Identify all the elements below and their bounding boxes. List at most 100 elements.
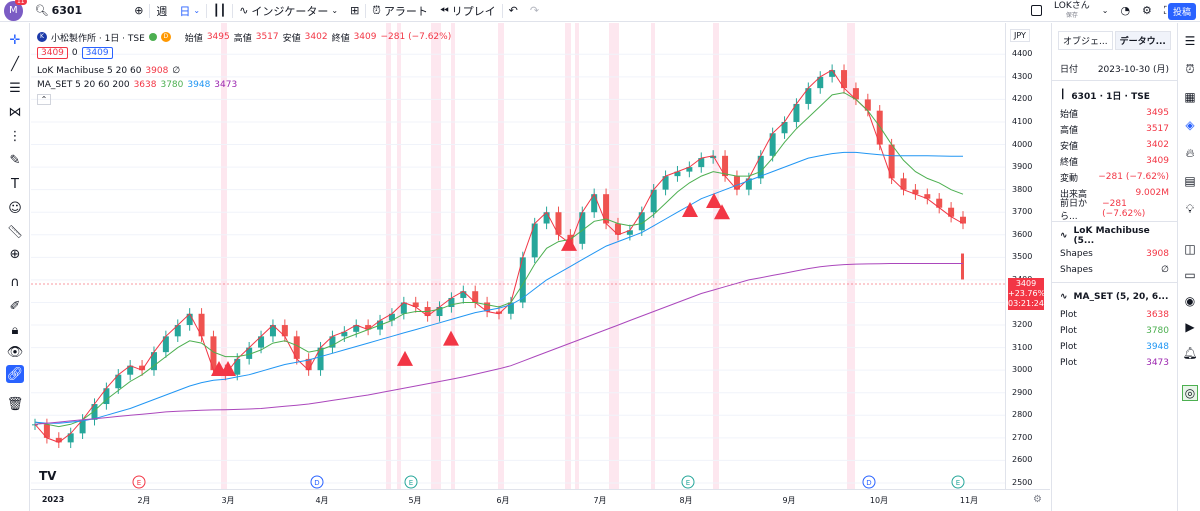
layout-checkbox[interactable] xyxy=(1025,0,1048,22)
add-compare-button[interactable]: ⊕ xyxy=(128,0,149,22)
chart-pane[interactable]: E D E E D E TV xyxy=(31,23,1005,489)
price-tick: 2900 xyxy=(1012,387,1033,397)
user-logo[interactable]: M 11 xyxy=(4,0,27,21)
brush-icon[interactable]: ✎ xyxy=(9,152,21,168)
crosshair-icon[interactable]: ✛ xyxy=(9,32,21,48)
tab-data-window[interactable]: データウ... xyxy=(1114,31,1171,50)
currency-selector[interactable]: JPY xyxy=(1010,29,1030,42)
high-label: 高値 xyxy=(233,33,252,44)
trendline-icon[interactable]: ╱ xyxy=(11,56,19,72)
screener-icon[interactable]: ▭ xyxy=(1184,268,1196,282)
ruler-icon[interactable]: 📏︎ xyxy=(6,224,24,240)
time-axis[interactable]: ⚙ 2023 2月 3月 4月 5月 6月 7月 8月 9月 10月 11月 xyxy=(31,489,1050,511)
signal-shapes xyxy=(211,192,730,377)
replay-button[interactable]: ⏪︎ リプレイ xyxy=(434,0,502,22)
stream-icon[interactable]: ◉ xyxy=(1184,294,1196,308)
candle-body xyxy=(757,155,764,179)
chevron-down-icon: ⌄ xyxy=(331,6,339,15)
undo-button[interactable]: ↶ xyxy=(503,0,524,22)
layouts-button[interactable]: ⊞ xyxy=(344,0,365,22)
axis-settings-icon[interactable]: ⚙ xyxy=(1033,494,1042,505)
lock-drawing-icon[interactable]: ✐ xyxy=(9,298,21,314)
publish-button[interactable]: 投稿 xyxy=(1167,3,1196,20)
quick-search-button[interactable]: ◔ xyxy=(1114,0,1136,22)
ideas-icon[interactable]: 💡︎ xyxy=(1185,201,1195,216)
indicator2-name[interactable]: MA_SET 5 20 60 200 xyxy=(37,80,130,90)
prediction-icon[interactable]: ⋮ xyxy=(8,128,22,144)
candle-body xyxy=(234,358,241,375)
trash-icon[interactable]: 🗑︎ xyxy=(6,396,24,412)
emoji-icon[interactable]: ☺ xyxy=(8,200,22,216)
link-icon[interactable]: 🔗︎ xyxy=(6,365,24,383)
price-axis[interactable]: JPY 4400 4300 4200 4100 4000 3900 3800 3700 3600… xyxy=(1005,23,1050,489)
replay-label: リプレイ xyxy=(451,4,496,18)
candle-body xyxy=(281,325,288,337)
data-row-label: Shapes xyxy=(1060,249,1093,259)
data-row: 終値 3409 xyxy=(1052,153,1177,169)
candle-body xyxy=(484,302,491,312)
calendar-icon[interactable]: ▤ xyxy=(1184,174,1196,188)
last-price-pct: +23.76% xyxy=(1008,289,1046,298)
candle-icon: ┃ xyxy=(1060,90,1066,100)
trading-panel-icon[interactable]: ◎ xyxy=(1182,385,1198,401)
chat-icon[interactable]: ◫ xyxy=(1184,242,1196,256)
zoom-icon[interactable]: ⊕ xyxy=(9,246,21,262)
time-tick: 2月 xyxy=(137,496,151,505)
user-menu-chevron[interactable]: ⌄ xyxy=(1096,0,1115,22)
fib-icon[interactable]: ☰ xyxy=(9,80,21,96)
candle-body xyxy=(412,302,419,307)
data-row: Plot 3780 xyxy=(1052,323,1177,339)
legend-title[interactable]: 小松製作所 · 1日 · TSE xyxy=(51,33,145,44)
candle-body xyxy=(912,189,919,195)
bell-icon[interactable]: 🔔︎ xyxy=(1182,346,1198,360)
tv-logo-icon: TV xyxy=(39,469,57,483)
hotlist-icon[interactable]: 🔥︎ xyxy=(1185,145,1195,160)
user-menu[interactable]: LOKさん 保存 xyxy=(1048,0,1096,22)
eye-icon[interactable]: 👁︎ xyxy=(6,344,24,360)
candle-body xyxy=(448,297,455,307)
indicators-button[interactable]: ∿ インジケーター ⌄ xyxy=(233,0,344,22)
interval-day-button[interactable]: 日 ⌄ xyxy=(173,0,206,22)
candle-body xyxy=(722,155,729,177)
sell-button[interactable]: 3409 xyxy=(37,47,68,59)
alerts-clock-icon[interactable]: ⏰︎ xyxy=(1185,61,1195,76)
candle-body xyxy=(79,419,86,434)
candle-body xyxy=(948,207,955,217)
symbol-section-header[interactable]: ┃ 6301 · 1日 · TSE xyxy=(1052,85,1177,105)
redo-button[interactable]: ↷ xyxy=(524,0,545,22)
data-row-value: 9.002M xyxy=(1135,188,1169,198)
layers-icon[interactable]: ◈ xyxy=(1185,118,1195,132)
broadcast-icon[interactable]: ▶ xyxy=(1185,320,1195,334)
interval-week-button[interactable]: 週 xyxy=(156,4,168,18)
dividend-event: D xyxy=(310,475,324,489)
chart-type-button[interactable]: ┃┃ xyxy=(207,0,232,22)
watchlist-icon[interactable]: ☰ xyxy=(1184,34,1196,48)
low-label: 安値 xyxy=(282,33,301,44)
symbol-label: 6301 xyxy=(51,4,83,17)
ma5-line xyxy=(34,69,964,443)
symbol-search[interactable]: 🔍︎ 6301 xyxy=(29,0,89,22)
data-window-icon[interactable]: ▦ xyxy=(1184,90,1196,104)
symbol-logo-icon: K xyxy=(37,32,47,42)
tab-object-tree[interactable]: オブジェ... xyxy=(1058,31,1113,50)
indicator2-section-header[interactable]: ∿ MA_SET (5, 20, 6... xyxy=(1052,287,1177,307)
candle-body xyxy=(507,302,514,314)
price-chart[interactable]: E D E E D E TV xyxy=(31,23,1005,489)
candle-body xyxy=(115,374,122,389)
alert-button[interactable]: ⏰︎ アラート xyxy=(366,0,434,22)
dividend-event: D xyxy=(862,475,876,489)
indicator1-name[interactable]: LoK Machibuse 5 20 60 xyxy=(37,66,142,76)
collapse-legend-button[interactable]: ⌃ xyxy=(37,93,51,105)
fullscreen-button[interactable]: ⛶ xyxy=(1158,0,1178,22)
event-label: D xyxy=(866,479,871,487)
settings-button[interactable]: ⚙ xyxy=(1136,0,1158,22)
text-icon[interactable]: T xyxy=(11,176,19,192)
buy-button[interactable]: 3409 xyxy=(81,47,113,59)
indicator1-section-header[interactable]: ∿ LoK Machibuse (5... xyxy=(1052,226,1177,246)
lock-icon[interactable]: 🔒︎ xyxy=(11,322,19,338)
magnet-icon[interactable]: ∩ xyxy=(10,274,20,290)
data-row-value: 3638 xyxy=(1146,310,1169,320)
highlight-band xyxy=(713,23,719,489)
candle-body xyxy=(662,176,669,190)
pattern-icon[interactable]: ⋈ xyxy=(8,104,22,120)
